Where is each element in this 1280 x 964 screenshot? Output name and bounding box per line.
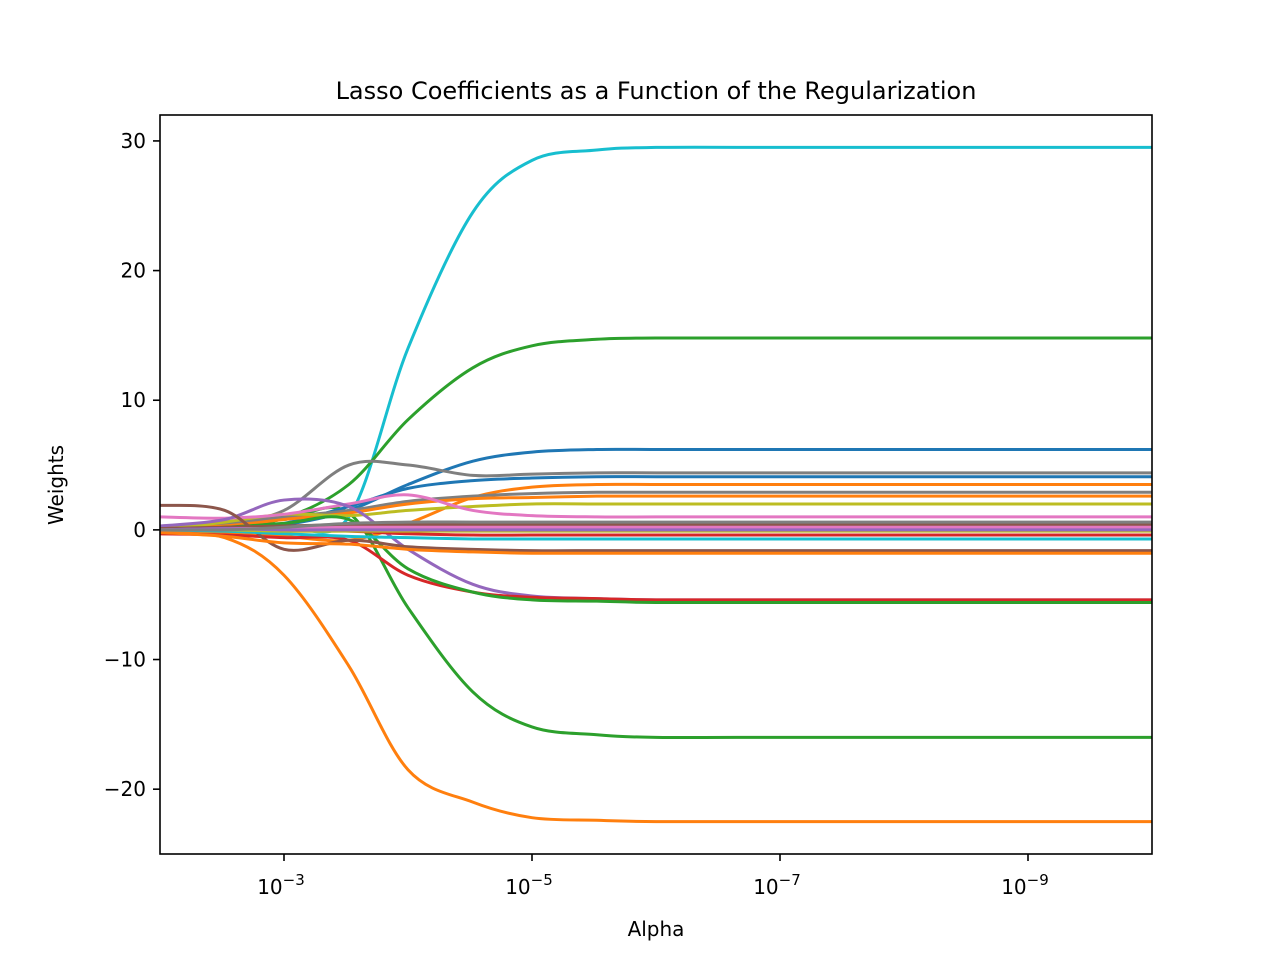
y-axis-label: Weights [44,445,68,525]
y-tick-label: −20 [104,777,146,801]
plot-frame [159,114,1153,855]
series-line-23 [159,527,1152,532]
series-layer [159,145,1152,824]
series-line-10 [159,494,1152,531]
y-tick-label: 20 [121,259,146,283]
axes-layer: −20 −10 0 10 20 30 10−3 10−5 10−7 10−9 [104,114,1153,899]
series-line-12 [159,493,1152,520]
series-line-6 [159,459,1152,528]
y-tick-label: −10 [104,648,146,672]
y-tick-label: 30 [121,129,146,153]
y-tick-label: 10 [121,388,146,412]
series-line-9 [159,490,1152,529]
series-line-19 [159,528,1152,541]
series-line-24 [159,520,1152,532]
y-tick-label: 0 [133,518,146,542]
series-line-21 [159,525,1152,532]
x-tick-label: 10−9 [1001,871,1049,899]
series-line-16 [159,503,1152,553]
series-line-17 [159,530,1152,555]
chart-title: Lasso Coefficients as a Function of the … [336,77,977,105]
series-line-14 [159,532,1152,602]
x-tick-label: 10−5 [505,871,553,899]
x-tick-label: 10−7 [753,871,801,899]
x-tick-label: 10−3 [257,871,305,899]
x-axis-label: Alpha [628,917,685,941]
series-line-4 [159,531,1152,824]
series-line-15 [159,515,1152,605]
